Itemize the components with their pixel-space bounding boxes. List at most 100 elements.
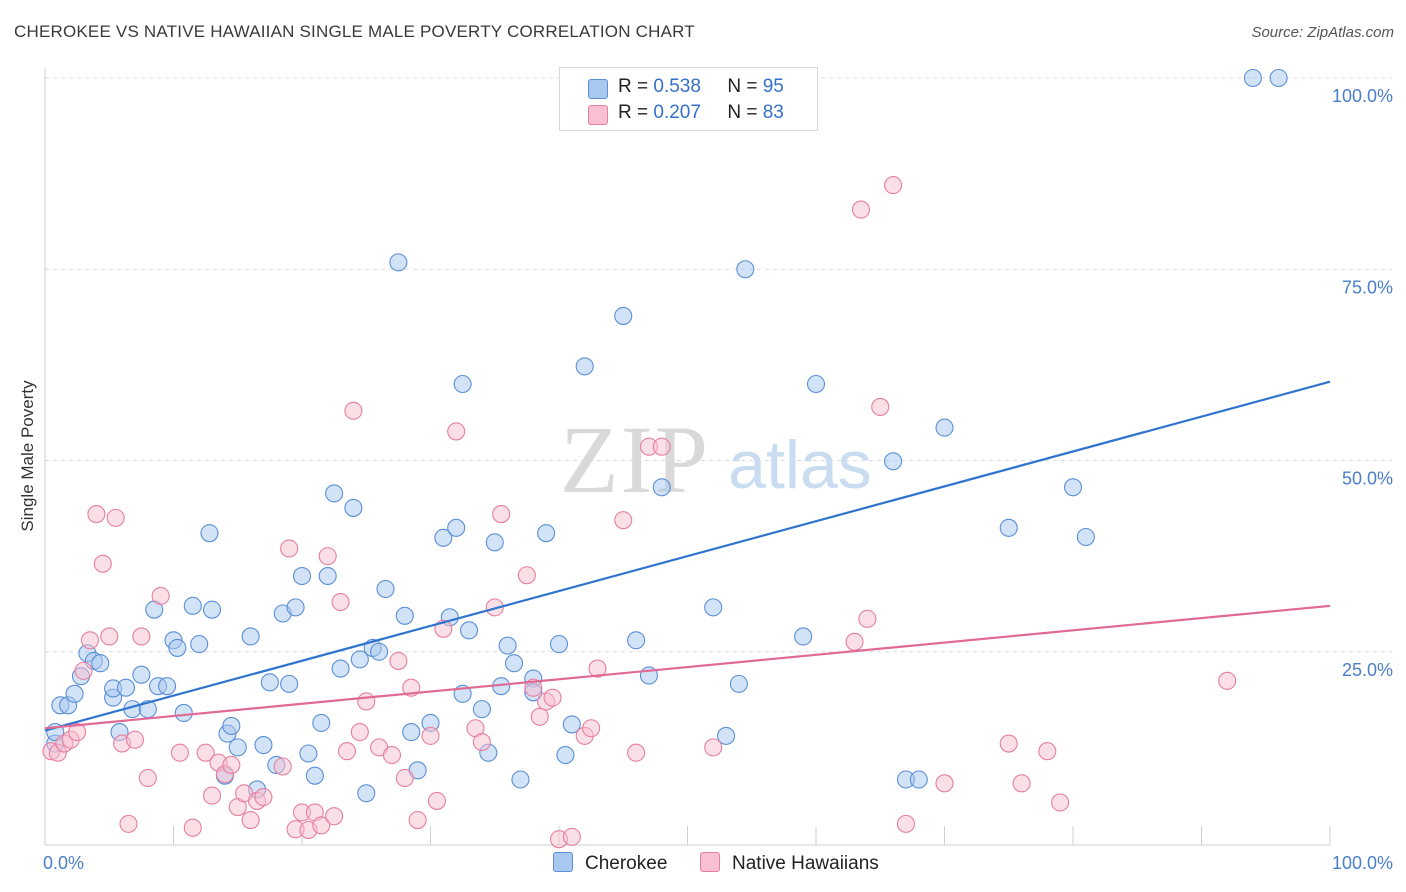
bottom-legend-hawaiian: Native Hawaiians (700, 852, 879, 875)
cherokee-point (485, 533, 504, 552)
hawaiian-point (344, 401, 363, 420)
cherokee-point (203, 600, 222, 619)
cherokee-point (116, 678, 136, 697)
hawaiian-trend-line (44, 604, 1331, 730)
hawaiian-point (562, 827, 581, 846)
cherokee-point (350, 650, 369, 669)
hawaiian-point (472, 732, 491, 752)
cherokee-point (174, 703, 193, 723)
hawaiian-point (492, 504, 511, 524)
cherokee-point (395, 606, 414, 625)
hawaiian-point (395, 768, 414, 788)
hawaiian-point (704, 738, 723, 757)
hawaiian-point (524, 678, 543, 697)
hawaiian-point (337, 742, 357, 761)
cherokee-point (1076, 527, 1095, 547)
hawaiian-point (935, 774, 954, 793)
hawaiian-point (427, 791, 446, 810)
hawaiian-point (858, 609, 877, 628)
hawaiian-point (331, 592, 350, 612)
bottom-legend-cherokee: Cherokee (553, 852, 667, 875)
hawaiian-points (42, 176, 1237, 849)
cherokee-point (1269, 68, 1288, 88)
cherokee-point (453, 374, 472, 394)
hawaiian-point (884, 176, 903, 195)
hawaiian-point (389, 651, 408, 670)
hawaiian-point (280, 539, 299, 558)
cherokee-point (299, 744, 318, 763)
hawaiian-point (652, 437, 671, 456)
hawaiian-point (318, 547, 337, 566)
cherokee-point (344, 498, 363, 517)
watermark-zip: ZIP (560, 406, 710, 513)
hawaiian-point (1051, 793, 1070, 812)
cherokee-point (158, 677, 177, 696)
hawaiian-point (241, 810, 260, 830)
hawaiian-point (74, 661, 93, 680)
cherokee-swatch (588, 79, 608, 99)
hawaiian-point (851, 200, 871, 219)
cherokee-point (132, 665, 151, 684)
hawaiian-point (273, 757, 292, 776)
hawaiian-point (627, 743, 646, 762)
legend-r-value: 0.538 (653, 76, 701, 97)
hawaiian-point (421, 726, 440, 745)
hawaiian-point (543, 688, 562, 707)
hawaiian-point (312, 816, 331, 835)
cherokee-point (200, 524, 219, 543)
cherokee-point (168, 638, 187, 657)
hawaiian-point (530, 707, 549, 726)
cherokee-point (794, 627, 813, 646)
cherokee-point (325, 484, 344, 503)
hawaiian-point (588, 659, 607, 678)
cherokee-point (357, 784, 376, 803)
legend-n-value: 83 (762, 102, 784, 123)
cherokee-point (472, 700, 491, 719)
hawaiian-point (408, 810, 427, 830)
cherokee-point (498, 636, 517, 655)
cherokee-point (91, 654, 110, 673)
cherokee-point (716, 726, 736, 745)
y-tick-label: 50.0% (1342, 469, 1393, 489)
cherokee-point (736, 260, 755, 279)
cherokee-point (504, 654, 524, 673)
cherokee-point (183, 596, 202, 615)
x-tick-label: 100.0% (1332, 853, 1393, 873)
hawaiian-legend-label: Native Hawaiians (732, 853, 879, 874)
chart-title: CHEROKEE VS NATIVE HAWAIIAN SINGLE MALE … (14, 22, 695, 41)
legend-n-label: N = (727, 76, 758, 97)
cherokee-point (614, 306, 633, 325)
cherokee-point (729, 674, 748, 693)
hawaiian-point (119, 814, 138, 833)
cherokee-point (999, 518, 1018, 537)
hawaiian-point (87, 504, 106, 524)
hawaiian-point (170, 743, 189, 762)
cherokee-point (459, 621, 479, 640)
y-tick-label: 100.0% (1332, 86, 1393, 106)
cherokee-point (286, 598, 305, 617)
cherokee-point (318, 566, 337, 586)
cherokee-legend-label: Cherokee (585, 853, 668, 874)
cherokee-point (222, 716, 241, 736)
hawaiian-point (582, 719, 601, 738)
legend-r-label: R = (618, 102, 649, 123)
hawaiian-point (999, 734, 1018, 753)
legend-n-label: N = (727, 102, 758, 123)
cherokee-point (704, 598, 723, 617)
cherokee-point (537, 524, 556, 543)
hawaiian-point (845, 632, 864, 651)
trend-lines (44, 380, 1331, 732)
cherokee-point (190, 635, 209, 654)
hawaiian-legend-swatch (700, 852, 720, 872)
cherokee-point (627, 631, 646, 650)
legend-n-value: 95 (762, 76, 784, 97)
hawaiian-point (80, 631, 100, 650)
cherokee-point (909, 770, 928, 789)
cherokee-point (556, 745, 575, 765)
hawaiian-point (896, 814, 916, 833)
cherokee-point (260, 673, 279, 692)
cherokee-point (305, 766, 324, 785)
hawaiian-point (447, 422, 466, 441)
hawaiian-point (222, 755, 241, 775)
